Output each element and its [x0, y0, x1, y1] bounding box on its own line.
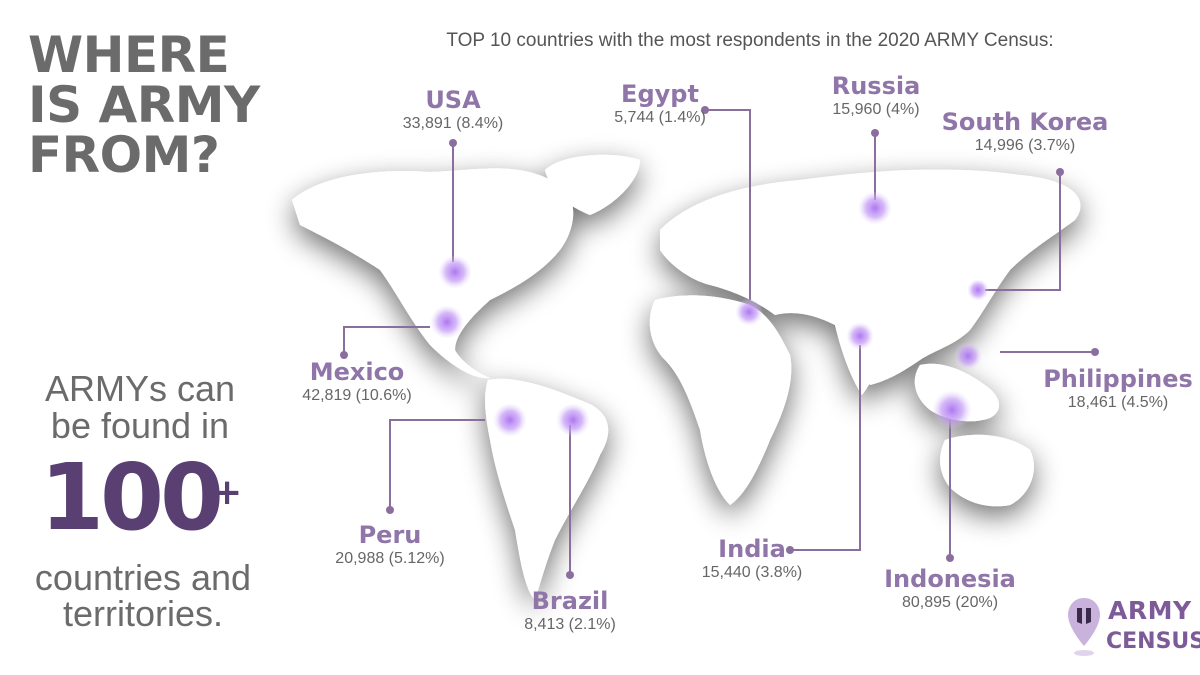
country-name: Brazil [531, 587, 609, 615]
country-value: 18,461 (4.5%) [1067, 394, 1169, 411]
country-value: 8,413 (2.1%) [524, 616, 616, 633]
marker-india [846, 322, 874, 350]
stat-line-3: countries and [34, 557, 252, 598]
country-name: Egypt [621, 80, 699, 108]
label-indonesia: Indonesia 80,895 (20%) [884, 565, 1016, 613]
country-value: 20,988 (5.12%) [335, 550, 445, 567]
label-russia: Russia 15,960 (4%) [832, 72, 921, 120]
label-mexico: Mexico 42,819 (10.6%) [302, 358, 411, 406]
country-name: USA [425, 86, 481, 114]
marker-russia [858, 191, 892, 225]
label-egypt: Egypt 5,744 (1.4%) [614, 80, 706, 128]
army-census-logo: ARMY CENSUS [1066, 596, 1200, 660]
stat-number: 100 [40, 444, 224, 551]
country-name: Philippines [1043, 365, 1193, 393]
eurasia-shape [660, 169, 1081, 385]
headline-line-1: WHERE [28, 26, 230, 84]
africa-shape [649, 295, 792, 505]
label-india: India 15,440 (3.8%) [702, 535, 803, 583]
headline: WHERE IS ARMY FROM? [28, 30, 328, 180]
country-name: Mexico [309, 358, 405, 386]
label-philippines: Philippines 18,461 (4.5%) [1043, 365, 1193, 413]
location-pin-icon [1068, 598, 1100, 656]
label-south-korea: South Korea 14,996 (3.7%) [942, 108, 1109, 156]
country-name: Peru [358, 521, 422, 549]
stat-line-2: be found in [50, 405, 230, 446]
marker-philippines [954, 342, 982, 370]
stat-intro: ARMYs can be found in [20, 370, 260, 444]
headline-line-2: IS ARMY [28, 76, 260, 134]
logo-text-army: ARMY [1108, 596, 1192, 625]
country-value: 14,996 (3.7%) [974, 137, 1076, 154]
logo-text-census: CENSUS [1106, 629, 1200, 654]
leader-endpoints [340, 106, 1099, 579]
country-value: 33,891 (8.4%) [402, 115, 504, 132]
label-usa: USA 33,891 (8.4%) [403, 86, 504, 134]
country-name: Indonesia [884, 565, 1016, 593]
greenland-shape [545, 154, 640, 215]
country-name: South Korea [941, 108, 1109, 136]
stat-line-1: ARMYs can [44, 368, 236, 409]
country-value: 5,744 (1.4%) [614, 109, 706, 126]
australia-shape [940, 434, 1034, 507]
label-peru: Peru 20,988 (5.12%) [335, 521, 444, 569]
country-value: 80,895 (20%) [901, 594, 999, 611]
marker-brazil [556, 403, 590, 437]
country-value: 15,440 (3.8%) [701, 564, 803, 581]
marker-indonesia [932, 390, 972, 430]
stat-plus: + [212, 472, 243, 513]
north-america-shape [292, 168, 574, 379]
marker-south-korea [967, 279, 989, 301]
marker-usa [438, 255, 472, 289]
stat-outro: countries and territories. [18, 560, 268, 632]
country-value: 42,819 (10.6%) [302, 387, 412, 404]
headline-line-3: FROM? [28, 126, 220, 184]
country-name: India [718, 535, 786, 563]
leader-lines [343, 109, 1095, 575]
label-brazil: Brazil 8,413 (2.1%) [524, 587, 616, 635]
marker-peru [493, 403, 527, 437]
country-name: Russia [831, 72, 921, 100]
country-value: 15,960 (4%) [832, 101, 920, 118]
marker-mexico [430, 305, 464, 339]
country-markers [430, 191, 989, 437]
stat-line-4: territories. [62, 593, 224, 634]
map-subtitle: TOP 10 countries with the most responden… [446, 30, 1054, 51]
marker-egypt [735, 298, 763, 326]
